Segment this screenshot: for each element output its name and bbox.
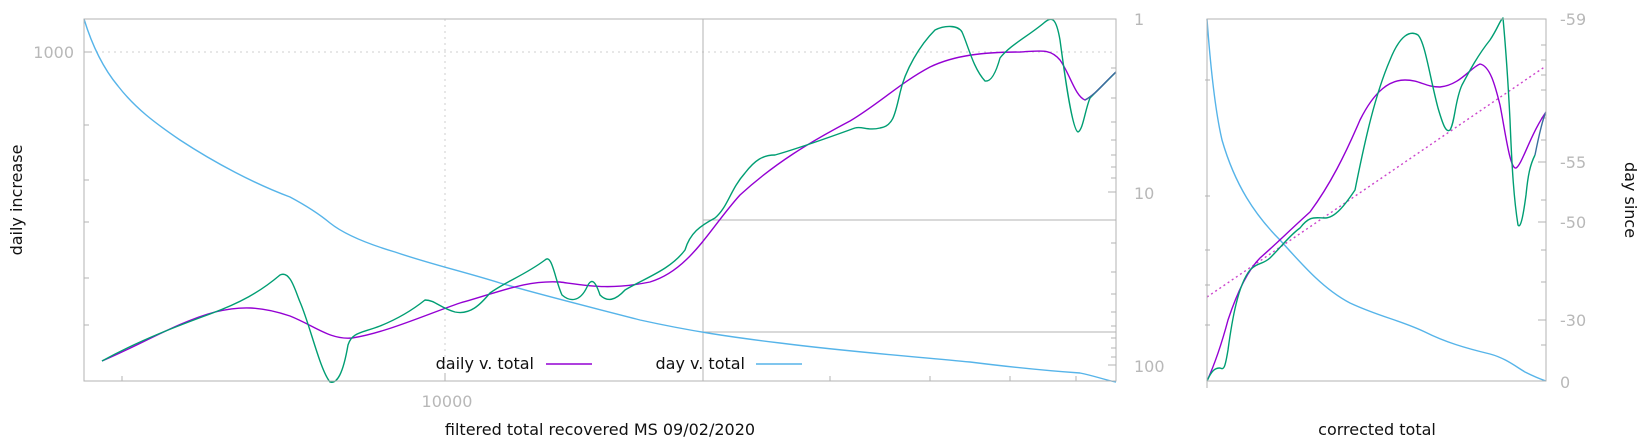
- right-series-line-blue: [1206, 18, 1547, 382]
- x-tick-label: 10000: [422, 392, 473, 411]
- left-y2-ticks: [1108, 18, 1116, 366]
- left-x-ticks: [121, 373, 1077, 381]
- y-tick-label: 1000: [33, 43, 74, 62]
- right-y2-ticks: [1538, 18, 1546, 382]
- series-line-green: [101, 18, 1117, 383]
- legend-label-day-v-total: day v. total: [656, 354, 746, 373]
- right-series-line-green: [1206, 17, 1536, 382]
- right-plot-frame: [1206, 18, 1547, 382]
- right-y2-tick-label: 0: [1560, 373, 1570, 392]
- right-y2-tick-label: -50: [1560, 213, 1586, 232]
- right-x-axis-label: corrected total: [1318, 420, 1436, 439]
- right-y2-axis-label: day since: [1621, 162, 1640, 238]
- left-panel: 1000 10000 1 10 100 filtered total recov…: [7, 10, 1165, 439]
- left-y-ticks: [84, 51, 92, 326]
- left-plot-frame: [83, 18, 1117, 382]
- legend: daily v. total day v. total: [436, 354, 802, 373]
- right-y2-tick-label: -30: [1560, 311, 1586, 330]
- right-series-line-purple: [1206, 63, 1547, 382]
- right-dotted-trend-line: [1206, 65, 1547, 298]
- x-axis-label: filtered total recovered MS 09/02/2020: [445, 420, 755, 439]
- series-line-daily-v-total: [101, 50, 1117, 362]
- y2-tick-label: 10: [1134, 184, 1154, 203]
- right-panel: -59 -55 -50 -30 0 corrected total day si…: [1205, 10, 1640, 439]
- right-y2-tick-label: -55: [1560, 153, 1586, 172]
- y2-tick-label: 100: [1134, 357, 1165, 376]
- series-line-day-v-total: [83, 18, 1117, 383]
- y2-tick-label: 1: [1134, 10, 1144, 29]
- legend-label-daily-v-total: daily v. total: [436, 354, 534, 373]
- right-y2-tick-label: -59: [1560, 10, 1586, 29]
- right-series-line-green-tail: [1534, 111, 1547, 156]
- series-line-green-tail: [1084, 71, 1117, 101]
- y-axis-label: daily increase: [7, 145, 26, 256]
